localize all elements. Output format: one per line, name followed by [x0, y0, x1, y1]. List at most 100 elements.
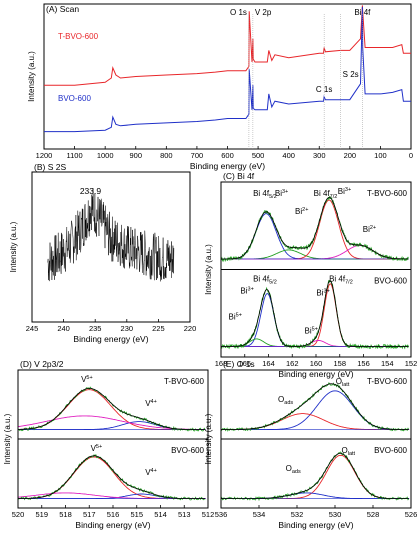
peak-label: Bi 4f7/2 [314, 189, 338, 200]
annotation-label: V 2p [255, 8, 272, 17]
x-tick-label: 162 [286, 359, 299, 368]
x-tick-label: 200 [344, 151, 357, 160]
peak-label: Bi3+ [240, 287, 253, 296]
x-tick-label: 514 [154, 510, 167, 519]
annotation-label: Bi 4f [354, 8, 371, 17]
peak-label: Bi 4f5/2 [253, 275, 277, 286]
fit-envelope [221, 280, 409, 347]
x-tick-label: 519 [35, 510, 48, 519]
plot-frame [31, 171, 191, 323]
annotation-label: O 1s [230, 8, 247, 17]
fit-component [221, 199, 408, 260]
y-axis-label: Intensity (a.u.) [3, 413, 12, 464]
x-tick-label: 517 [83, 510, 96, 519]
raw-data-line [220, 382, 409, 432]
x-axis-label: Binding energy (eV) [190, 161, 265, 171]
x-tick-label: 800 [160, 151, 173, 160]
x-tick-label: 1200 [36, 151, 53, 160]
x-tick-label: 164 [262, 359, 275, 368]
x-tick-label: 160 [310, 359, 323, 368]
peak-label: Bi5+ [305, 327, 318, 336]
fit-component [18, 456, 206, 500]
y-axis-label: Intensity (a.u.) [9, 221, 18, 272]
x-tick-label: 532 [291, 510, 304, 519]
fit-component [18, 389, 206, 431]
sample-label: BVO-600 [374, 277, 407, 286]
x-tick-label: 900 [129, 151, 142, 160]
peak-label: Bi 4f5/2 [253, 189, 277, 200]
x-tick-label: 400 [282, 151, 295, 160]
raw-data-line [17, 454, 206, 501]
peak-label: Oads [286, 464, 301, 475]
x-tick-label: 516 [107, 510, 120, 519]
x-tick-label: 500 [252, 151, 265, 160]
peak-label: V4+ [145, 468, 157, 477]
x-tick-label: 240 [57, 324, 70, 333]
x-tick-label: 536 [215, 510, 228, 519]
fit-component [221, 413, 410, 431]
y-axis-label: Intensity (a.u.) [204, 244, 213, 295]
peak-label: V5+ [81, 375, 93, 384]
peak-label: Olatt [336, 377, 350, 388]
y-axis-label: Intensity (a.u.) [204, 413, 213, 464]
fit-component [221, 390, 410, 431]
peak-label: 233.9 [80, 186, 102, 196]
x-tick-label: 225 [152, 324, 165, 333]
panel-title: (E) O 1s [223, 359, 255, 369]
peak-label: Oads [278, 395, 293, 406]
x-tick-label: 513 [178, 510, 191, 519]
x-tick-label: 534 [253, 510, 266, 519]
fit-component [221, 454, 410, 500]
peak-label: Bi2+ [295, 207, 308, 216]
x-axis-label: Binding energy (eV) [278, 520, 353, 530]
peak-label: Bi5+ [229, 313, 242, 322]
legend-entry: T-BVO-600 [58, 32, 99, 41]
series-line [47, 188, 175, 282]
x-tick-label: 168 [215, 359, 228, 368]
sample-label: T-BVO-600 [367, 377, 408, 386]
raw-data-line [220, 279, 409, 350]
panel-title: (A) Scan [46, 4, 79, 14]
x-tick-label: 520 [12, 510, 25, 519]
panel-title: (B) S 2S [34, 162, 66, 172]
annotation-label: C 1s [316, 85, 332, 94]
sample-label: T-BVO-600 [164, 377, 205, 386]
sample-label: BVO-600 [374, 446, 407, 455]
x-tick-label: 300 [313, 151, 326, 160]
x-tick-label: 220 [184, 324, 197, 333]
x-tick-label: 154 [381, 359, 394, 368]
x-tick-label: 152 [405, 359, 417, 368]
annotation-label: S 2s [343, 70, 359, 79]
x-tick-label: 166 [238, 359, 251, 368]
x-tick-label: 1000 [97, 151, 114, 160]
peak-label: Bi3+ [316, 289, 329, 298]
fit-envelope [18, 455, 206, 499]
x-tick-label: 515 [130, 510, 143, 519]
peak-label: Olatt [342, 446, 356, 457]
peak-label: Bi3+ [338, 187, 351, 196]
x-tick-label: 700 [191, 151, 204, 160]
x-tick-label: 0 [409, 151, 413, 160]
x-tick-label: 100 [374, 151, 387, 160]
raw-data-line [220, 195, 409, 263]
x-axis-label: Binding energy (eV) [278, 369, 353, 379]
x-tick-label: 156 [357, 359, 370, 368]
peak-label: Bi 4f7/2 [329, 275, 353, 286]
legend-entry: BVO-600 [58, 94, 91, 103]
x-axis-label: Binding energy (eV) [75, 520, 150, 530]
sample-label: T-BVO-600 [367, 189, 408, 198]
x-tick-label: 600 [221, 151, 234, 160]
x-tick-label: 526 [405, 510, 417, 519]
x-tick-label: 512 [202, 510, 215, 519]
raw-data-line [220, 451, 409, 502]
fit-envelope [18, 387, 206, 430]
fit-envelope [221, 383, 409, 430]
x-axis-label: Binding energy (eV) [73, 334, 148, 344]
x-tick-label: 245 [26, 324, 39, 333]
panel-title: (D) V 2p3/2 [20, 359, 64, 369]
fit-envelope [221, 197, 409, 260]
fit-envelope [221, 452, 409, 499]
y-axis-label: Intensity (a.u.) [27, 51, 36, 102]
x-tick-label: 235 [89, 324, 102, 333]
